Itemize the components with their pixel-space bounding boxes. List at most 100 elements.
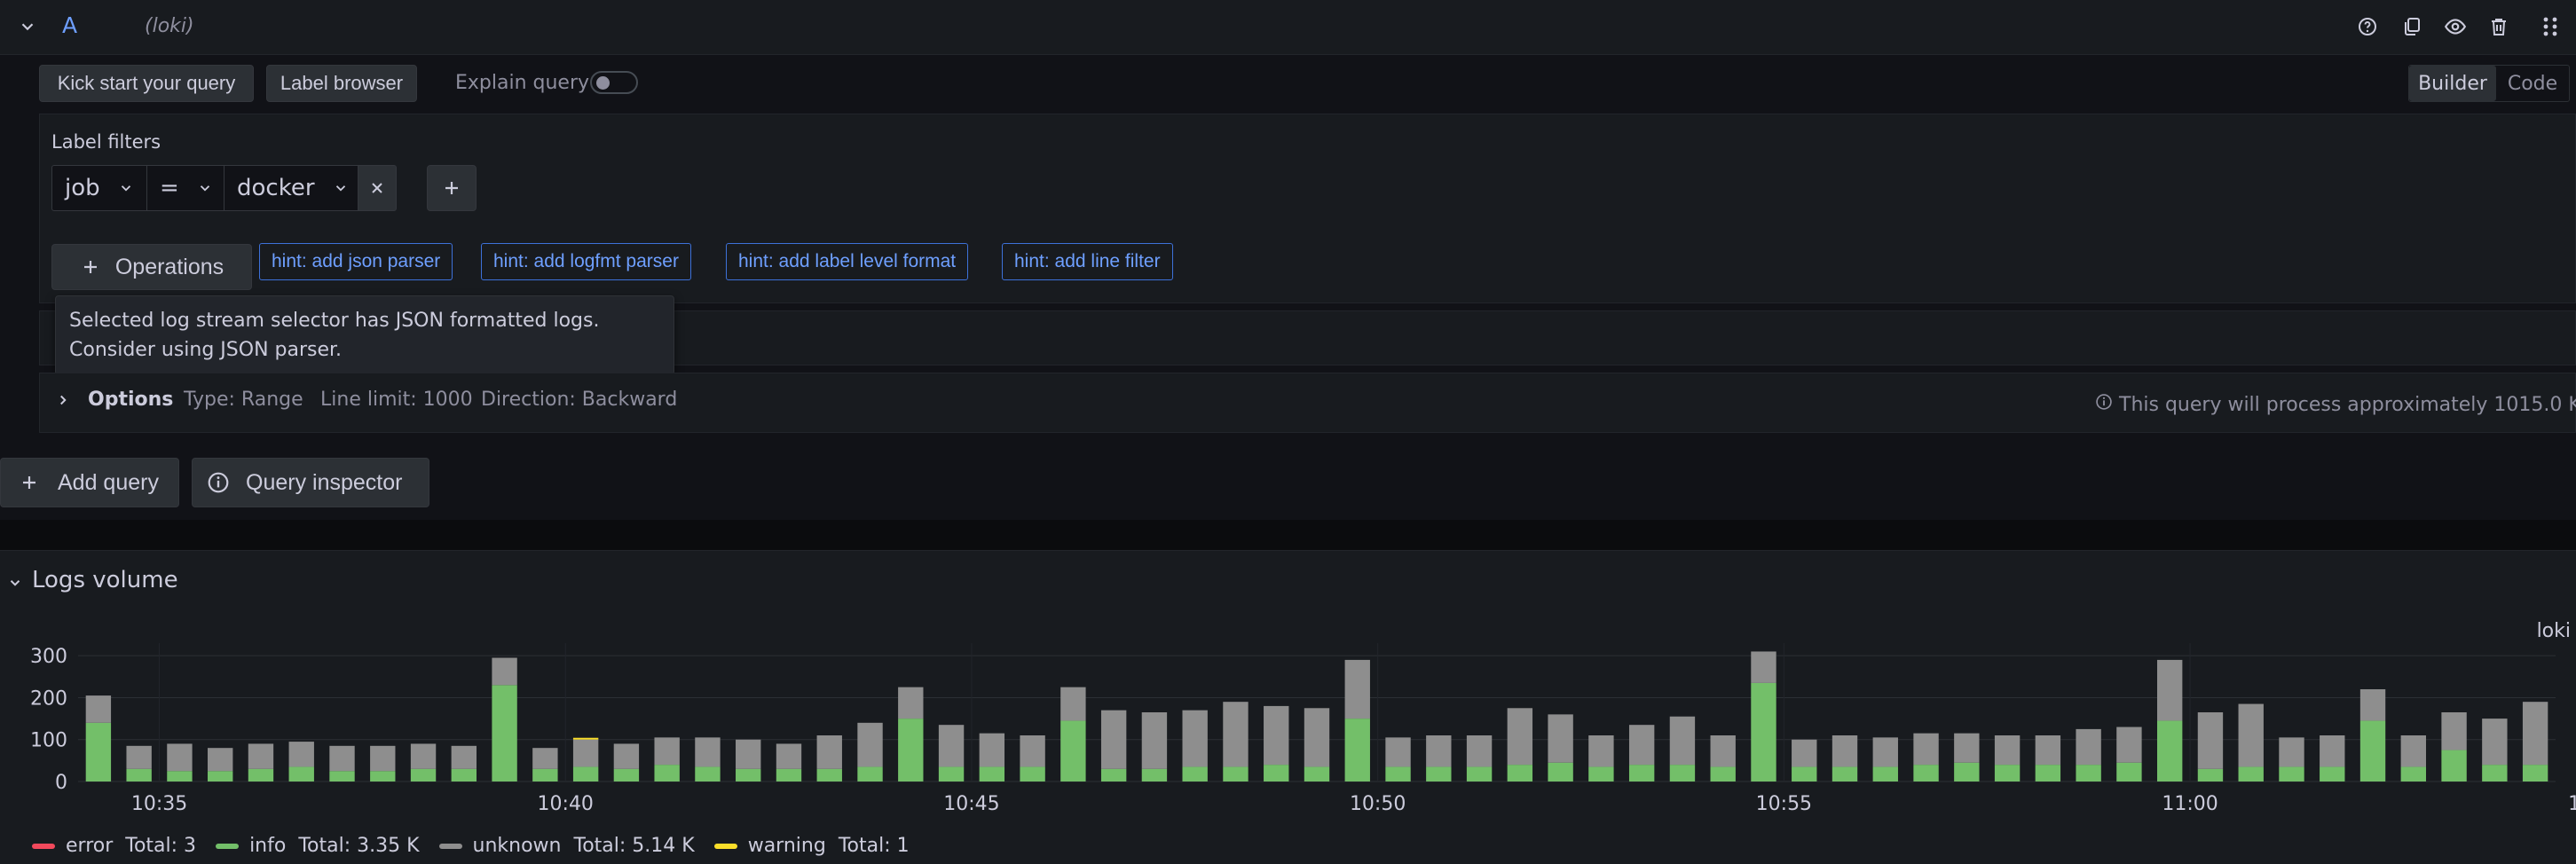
label-select[interactable]: job bbox=[51, 165, 147, 211]
bar-unknown[interactable] bbox=[776, 743, 802, 769]
bar-info[interactable] bbox=[2238, 766, 2264, 782]
bar-unknown[interactable] bbox=[2238, 703, 2264, 767]
bar-unknown[interactable] bbox=[1792, 739, 1817, 767]
bar-unknown[interactable] bbox=[654, 737, 680, 766]
bar-info[interactable] bbox=[1020, 766, 1045, 782]
bar-unknown[interactable] bbox=[1507, 708, 1533, 766]
bar-info[interactable] bbox=[451, 768, 477, 782]
kick-start-button[interactable]: Kick start your query bbox=[39, 65, 254, 102]
bar-unknown[interactable] bbox=[1994, 735, 2021, 766]
bar-unknown[interactable] bbox=[1020, 735, 1045, 767]
bar-unknown[interactable] bbox=[736, 739, 761, 769]
bar-info[interactable] bbox=[979, 766, 1005, 782]
bar-unknown[interactable] bbox=[2116, 727, 2142, 763]
bar-unknown[interactable] bbox=[492, 657, 517, 686]
bar-info[interactable] bbox=[1588, 766, 1614, 782]
bar-unknown[interactable] bbox=[2400, 735, 2426, 767]
bar-info[interactable] bbox=[1669, 765, 1696, 782]
bar-info[interactable] bbox=[410, 768, 437, 782]
bar-info[interactable] bbox=[2441, 750, 2467, 782]
bar-unknown[interactable] bbox=[1913, 733, 1939, 766]
bar-unknown[interactable] bbox=[1060, 687, 1086, 721]
bar-info[interactable] bbox=[857, 766, 883, 782]
bar-info[interactable] bbox=[1304, 766, 1330, 782]
bar-unknown[interactable] bbox=[1832, 735, 1858, 767]
bar-info[interactable] bbox=[1954, 762, 1980, 782]
hint-logfmt-parser[interactable]: hint: add logfmt parser bbox=[481, 243, 691, 280]
eye-icon[interactable] bbox=[2443, 14, 2468, 39]
hint-line-filter[interactable]: hint: add line filter bbox=[1002, 243, 1173, 280]
bar-unknown[interactable] bbox=[85, 695, 112, 723]
bar-unknown[interactable] bbox=[1100, 710, 1127, 769]
bar-info[interactable] bbox=[1264, 765, 1289, 782]
bar-unknown[interactable] bbox=[2035, 735, 2061, 766]
bar-info[interactable] bbox=[1832, 766, 1858, 782]
bar-unknown[interactable] bbox=[1588, 735, 1614, 767]
bar-info[interactable] bbox=[1060, 720, 1086, 782]
bar-info[interactable] bbox=[85, 722, 112, 782]
trash-icon[interactable] bbox=[2486, 14, 2511, 39]
bar-unknown[interactable] bbox=[1751, 651, 1776, 683]
pane-divider[interactable] bbox=[0, 520, 2576, 550]
duplicate-icon[interactable] bbox=[2399, 14, 2424, 39]
bar-unknown[interactable] bbox=[2320, 735, 2345, 767]
add-query-button[interactable]: Add query bbox=[0, 458, 179, 507]
bar-unknown[interactable] bbox=[1669, 716, 1696, 766]
bar-unknown[interactable] bbox=[329, 745, 355, 772]
logs-volume-title[interactable]: Logs volume bbox=[32, 567, 178, 593]
bar-info[interactable] bbox=[2482, 765, 2508, 782]
bar-info[interactable] bbox=[2400, 766, 2426, 782]
bar-unknown[interactable] bbox=[248, 743, 274, 769]
bar-unknown[interactable] bbox=[816, 735, 842, 769]
bar-info[interactable] bbox=[167, 771, 193, 782]
bar-info[interactable] bbox=[2522, 765, 2548, 782]
legend-item-unknown[interactable]: unknown Total: 5.14 K bbox=[438, 835, 695, 857]
bar-unknown[interactable] bbox=[2156, 659, 2183, 721]
bar-info[interactable] bbox=[1507, 765, 1533, 782]
bar-info[interactable] bbox=[532, 768, 558, 782]
bar-info[interactable] bbox=[2279, 766, 2304, 782]
bar-info[interactable] bbox=[695, 766, 721, 782]
query-inspector-button[interactable]: Query inspector bbox=[192, 458, 429, 507]
bar-unknown[interactable] bbox=[1872, 737, 1898, 767]
remove-filter-button[interactable] bbox=[358, 165, 397, 211]
bar-info[interactable] bbox=[898, 719, 924, 782]
legend-item-warning[interactable]: warning Total: 1 bbox=[713, 835, 910, 857]
bar-unknown[interactable] bbox=[370, 745, 396, 772]
value-select[interactable]: docker bbox=[224, 165, 358, 211]
bar-info[interactable] bbox=[329, 771, 355, 782]
bar-info[interactable] bbox=[208, 771, 233, 782]
bar-unknown[interactable] bbox=[695, 737, 721, 767]
bar-info[interactable] bbox=[288, 766, 314, 782]
label-browser-button[interactable]: Label browser bbox=[266, 65, 417, 102]
bar-unknown[interactable] bbox=[1954, 733, 1980, 763]
bar-unknown[interactable] bbox=[1223, 702, 1249, 767]
bar-unknown[interactable] bbox=[208, 748, 233, 772]
bar-info[interactable] bbox=[370, 771, 396, 782]
bar-info[interactable] bbox=[816, 768, 842, 782]
bar-unknown[interactable] bbox=[1628, 725, 1655, 766]
chevron-right-icon[interactable] bbox=[53, 390, 73, 410]
bar-info[interactable] bbox=[938, 766, 965, 782]
bar-info[interactable] bbox=[1792, 766, 1817, 782]
bar-unknown[interactable] bbox=[451, 745, 477, 769]
bar-info[interactable] bbox=[1344, 719, 1370, 782]
chevron-down-icon[interactable] bbox=[5, 573, 25, 593]
bar-unknown[interactable] bbox=[1548, 714, 1573, 763]
bar-info[interactable] bbox=[654, 765, 680, 782]
code-mode-button[interactable]: Code bbox=[2496, 66, 2569, 101]
bar-info[interactable] bbox=[1628, 765, 1655, 782]
bar-unknown[interactable] bbox=[2359, 689, 2386, 721]
bar-info[interactable] bbox=[1913, 765, 1939, 782]
bar-info[interactable] bbox=[1751, 682, 1776, 782]
bar-unknown[interactable] bbox=[1141, 712, 1168, 769]
bar-unknown[interactable] bbox=[1710, 735, 1736, 767]
builder-mode-button[interactable]: Builder bbox=[2409, 66, 2496, 101]
hint-json-parser[interactable]: hint: add json parser bbox=[259, 243, 453, 280]
bar-info[interactable] bbox=[736, 768, 761, 782]
bar-info[interactable] bbox=[1466, 766, 1493, 782]
bar-info[interactable] bbox=[2116, 762, 2142, 782]
legend-item-info[interactable]: info Total: 3.35 K bbox=[216, 835, 420, 857]
bar-unknown[interactable] bbox=[938, 725, 965, 767]
bar-unknown[interactable] bbox=[126, 745, 152, 769]
